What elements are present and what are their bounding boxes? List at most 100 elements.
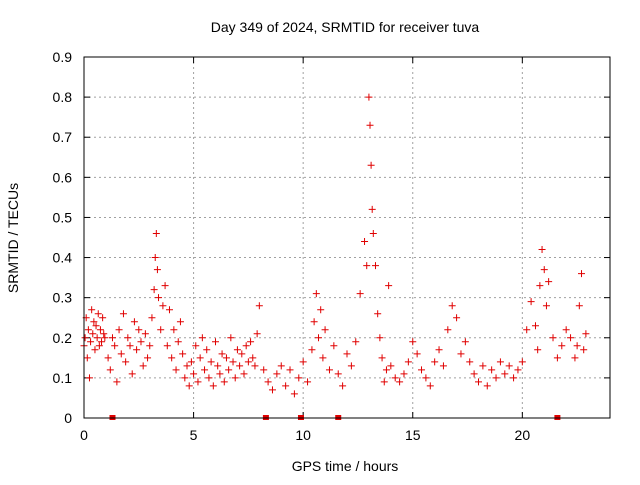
x-tick-label: 15 (405, 427, 421, 443)
data-point (380, 378, 388, 386)
data-point (207, 358, 215, 366)
data-point (101, 334, 109, 342)
data-point (330, 342, 338, 350)
data-point (238, 350, 246, 358)
data-point (475, 378, 482, 386)
data-point (439, 362, 447, 370)
data-point (339, 382, 347, 390)
data-point (422, 374, 430, 382)
data-point (361, 238, 369, 246)
x-axis-label: GPS time / hours (292, 458, 399, 474)
data-point (233, 346, 241, 354)
data-point (91, 346, 99, 354)
data-point (176, 318, 184, 326)
x-tick-label: 20 (515, 427, 531, 443)
data-point (94, 310, 102, 318)
data-point (435, 346, 443, 354)
y-tick-label: 0.5 (53, 209, 73, 225)
data-point (479, 362, 487, 370)
data-point (363, 262, 371, 270)
data-point (542, 302, 550, 310)
data-point (365, 93, 373, 101)
data-point (150, 286, 158, 294)
chart-title: Day 349 of 2024, SRMTID for receiver tuv… (211, 19, 480, 35)
data-point (310, 318, 318, 326)
data-point (122, 358, 130, 366)
data-point (84, 326, 92, 334)
data-point (505, 362, 513, 370)
y-tick-label: 0.1 (53, 370, 73, 386)
data-point (549, 334, 557, 342)
data-point (264, 378, 272, 386)
data-point (343, 350, 351, 358)
data-point (130, 318, 138, 326)
y-tick-label: 0.9 (53, 49, 73, 65)
data-point (553, 354, 561, 362)
data-point (104, 354, 112, 362)
data-point (220, 378, 228, 386)
data-point (295, 374, 303, 382)
data-point (431, 358, 439, 366)
data-point (242, 342, 250, 350)
data-point (155, 294, 163, 302)
data-point (325, 366, 333, 374)
data-point (95, 342, 103, 350)
data-point (496, 358, 504, 366)
data-point (444, 326, 452, 334)
data-point (81, 334, 89, 342)
y-tick-label: 0.3 (53, 290, 73, 306)
data-point (187, 358, 195, 366)
data-point (89, 330, 97, 338)
data-point (88, 306, 96, 314)
data-point (240, 370, 248, 378)
data-point (83, 354, 91, 362)
data-point (277, 362, 285, 370)
data-point (352, 338, 360, 346)
data-point (315, 334, 323, 342)
y-tick-label: 0.8 (53, 89, 73, 105)
data-point (575, 302, 583, 310)
data-point (108, 334, 116, 342)
data-point (374, 310, 382, 318)
data-point (286, 366, 294, 374)
grid-lines (84, 57, 610, 418)
data-point (523, 326, 531, 334)
data-point (567, 334, 575, 342)
data-point (119, 310, 127, 318)
data-point (366, 121, 374, 129)
data-point (404, 358, 412, 366)
data-point (151, 254, 159, 262)
data-point (214, 362, 222, 370)
data-point (319, 354, 327, 362)
data-point (113, 378, 121, 386)
data-point (192, 342, 200, 350)
data-point (347, 362, 355, 370)
x-tick-label: 5 (190, 427, 198, 443)
data-point (190, 370, 198, 378)
data-point (148, 314, 156, 322)
tick-labels: 0 0.1 0.2 0.3 0.4 0.5 0.6 0.7 0.8 0.9 0 5 10 15 20 (53, 49, 531, 443)
data-point (255, 302, 263, 310)
data-point (172, 366, 180, 374)
data-point (216, 370, 224, 378)
data-point (268, 386, 276, 394)
data-point (153, 266, 161, 274)
data-point (518, 358, 526, 366)
data-point (369, 229, 377, 237)
data-point (582, 330, 590, 338)
data-point (251, 362, 259, 370)
data-point (146, 342, 154, 350)
data-point (273, 370, 281, 378)
data-point (290, 390, 298, 398)
data-point (163, 342, 171, 350)
data-point (229, 358, 237, 366)
data-point (181, 374, 189, 382)
data-point (545, 278, 553, 286)
data-point (168, 354, 176, 362)
data-point (573, 342, 581, 350)
data-point (492, 374, 500, 382)
data-point (212, 338, 219, 346)
data-point (483, 382, 491, 390)
data-point (562, 326, 570, 334)
data-point (391, 374, 399, 382)
